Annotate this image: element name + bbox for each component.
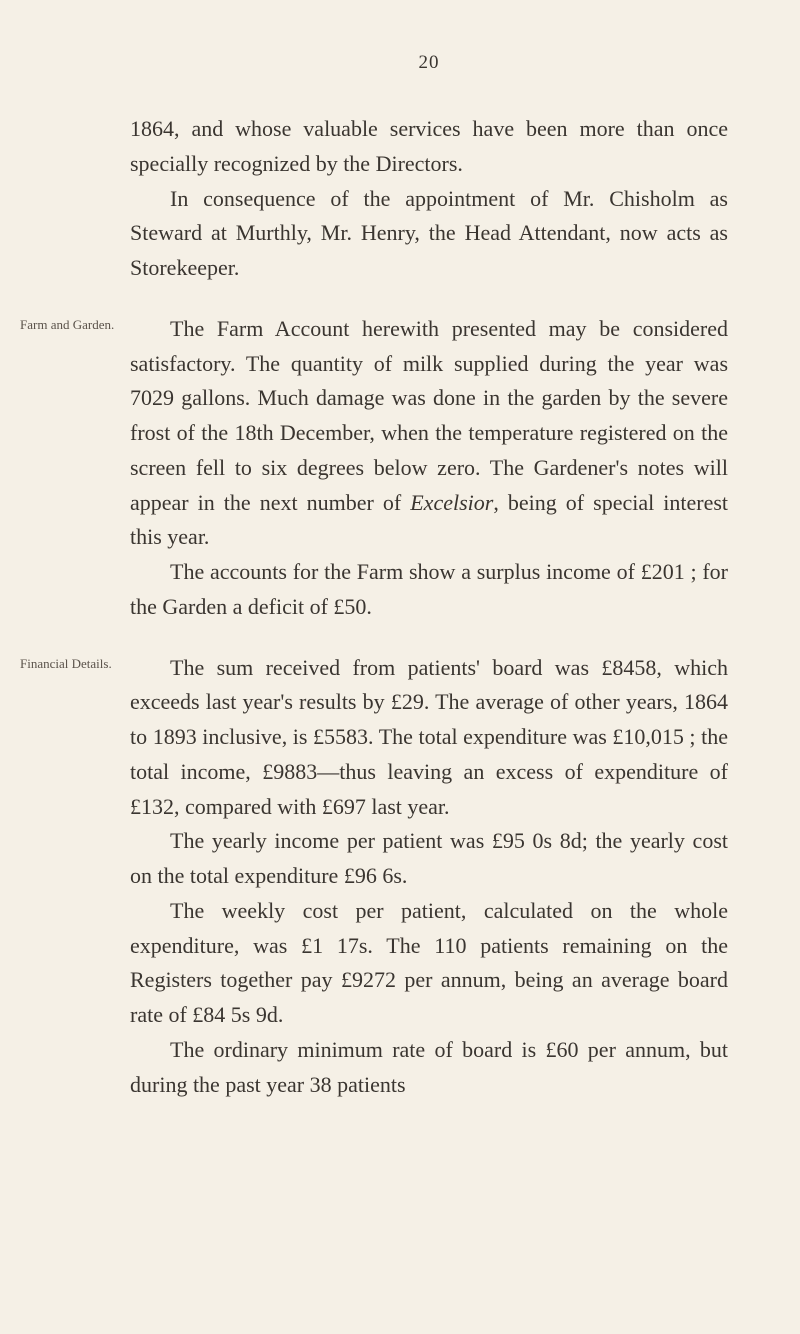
paragraph-7: The weekly cost per patient, calculated … (130, 894, 728, 1033)
margin-note-farm: Farm and Garden. (20, 316, 115, 334)
paragraph-1: 1864, and whose valuable services have b… (130, 112, 728, 182)
farm-garden-block: Farm and Garden. The Farm Account herewi… (130, 312, 728, 625)
financial-block: Financial Details. The sum received from… (130, 651, 728, 1103)
paragraph-3: The Farm Account herewith presented may … (130, 312, 728, 555)
paragraph-2: In consequence of the appointment of Mr.… (130, 182, 728, 286)
page-container: 20 1864, and whose valuable services hav… (0, 0, 800, 1168)
page-number: 20 (130, 52, 728, 74)
paragraph-6: The yearly income per patient was £95 0s… (130, 824, 728, 894)
paragraph-4: The accounts for the Farm show a surplus… (130, 555, 728, 625)
opening-block: 1864, and whose valuable services have b… (130, 112, 728, 286)
margin-note-financial: Financial Details. (20, 655, 115, 673)
p3-text-a: The Farm Account herewith presented may … (130, 316, 728, 515)
paragraph-5: The sum received from patients' board wa… (130, 651, 728, 825)
paragraph-8: The ordinary minimum rate of board is £6… (130, 1033, 728, 1103)
p3-italic: Excelsior (410, 490, 493, 515)
